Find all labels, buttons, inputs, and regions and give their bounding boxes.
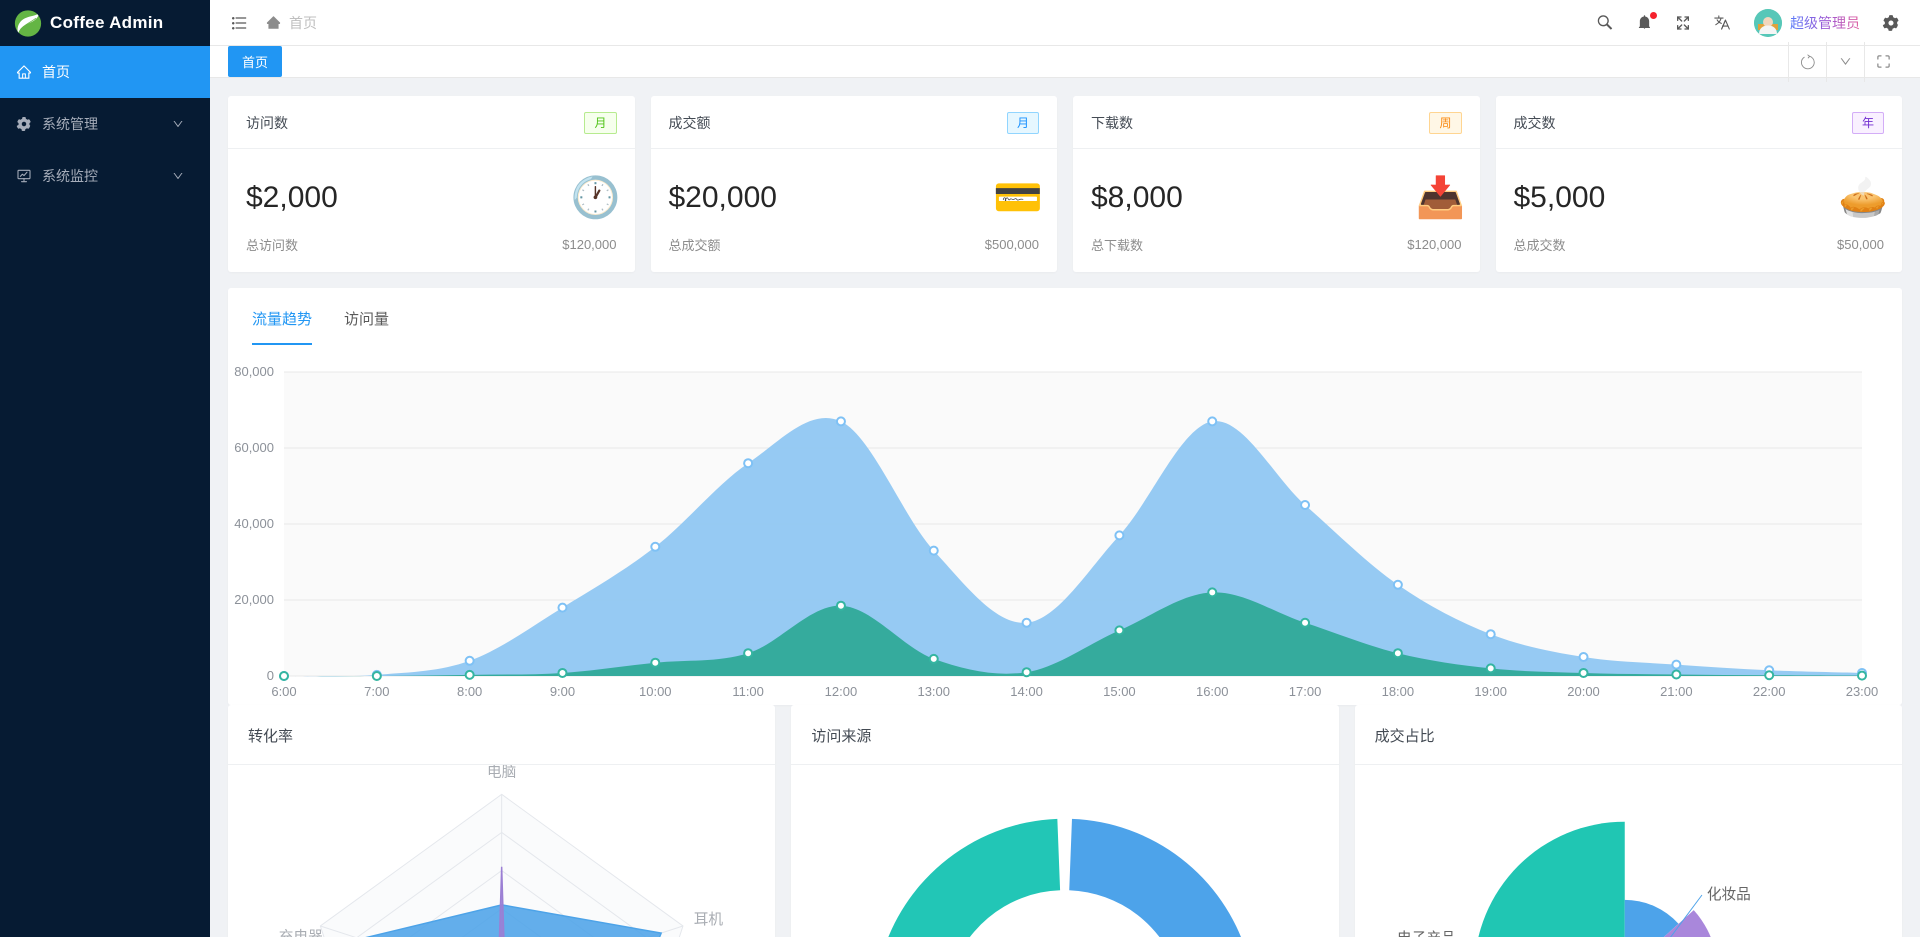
svg-text:充电器: 充电器 bbox=[279, 929, 323, 937]
svg-text:化妆品: 化妆品 bbox=[1707, 886, 1751, 903]
svg-text:耳机: 耳机 bbox=[694, 911, 724, 928]
svg-text:电脑: 电脑 bbox=[487, 765, 516, 781]
svg-text:电子产品: 电子产品 bbox=[1397, 930, 1456, 937]
